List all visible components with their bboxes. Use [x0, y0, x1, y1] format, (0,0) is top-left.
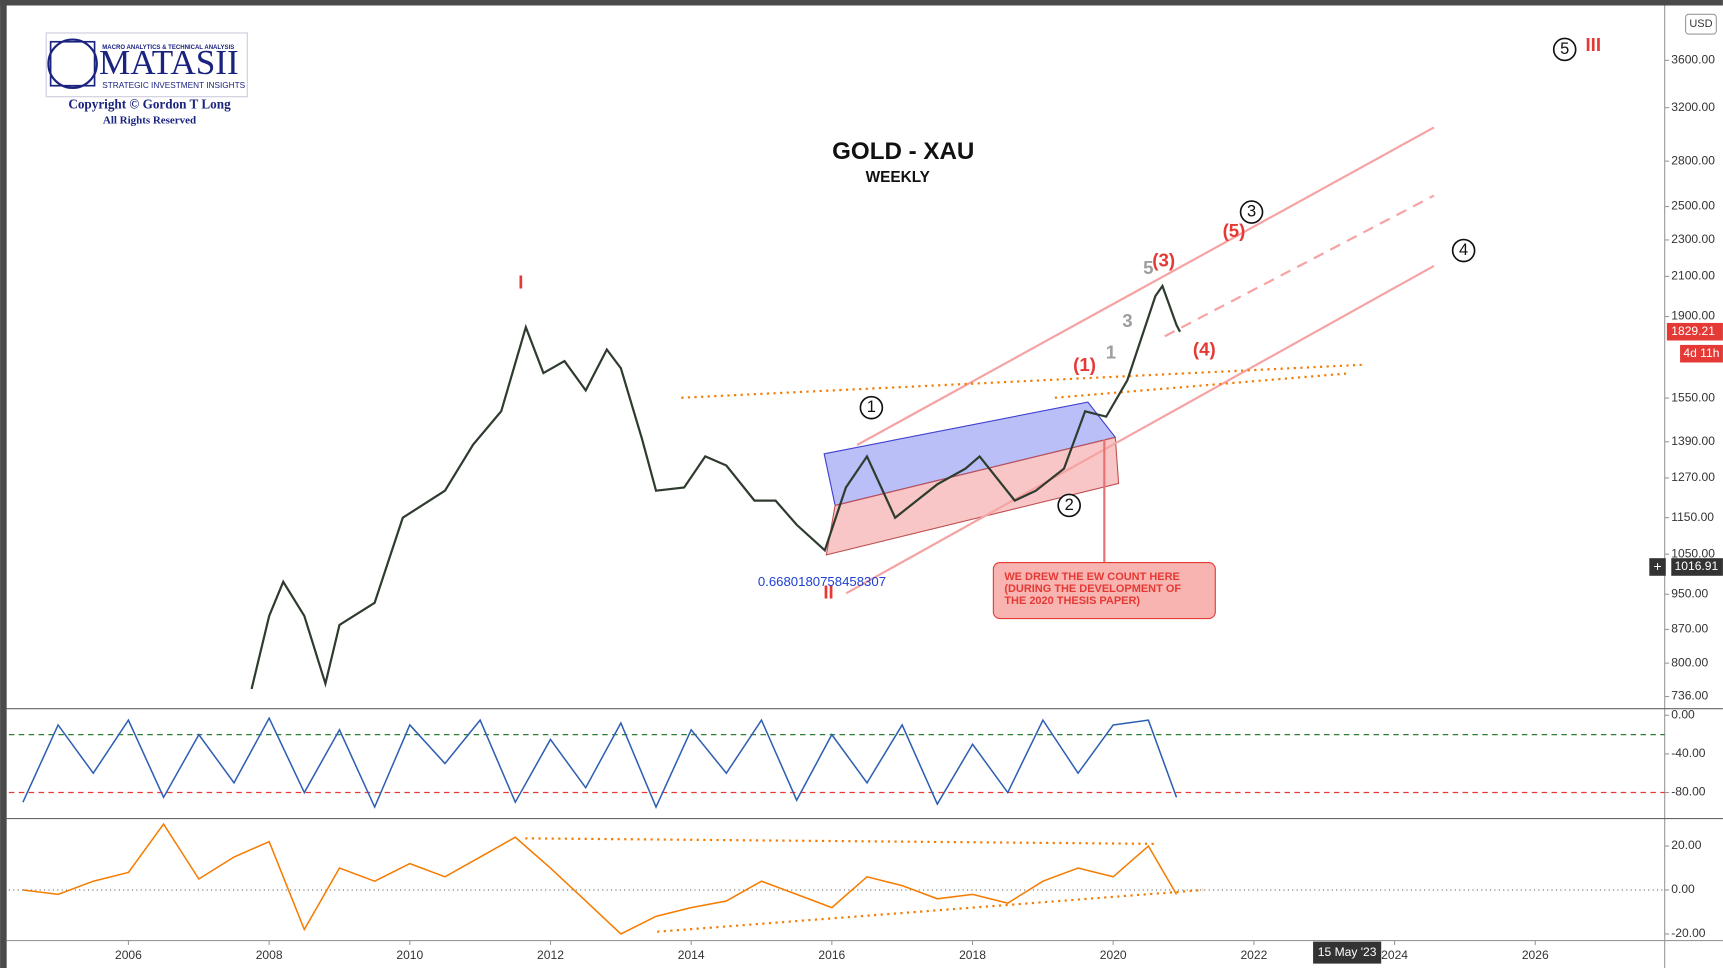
crosshair-plus: [1649, 558, 1666, 576]
trend-channel: [856, 126, 1435, 446]
y-tick-label: 3600.00: [1671, 53, 1715, 67]
x-tick-label: 2022: [1240, 948, 1267, 962]
y-tick-label: 0.00: [1671, 707, 1695, 721]
wave-label: 5: [1560, 40, 1569, 58]
logo-frame: [45, 32, 248, 98]
logo-name: MATASII: [99, 43, 239, 82]
y-tick-label: 736.00: [1671, 689, 1708, 703]
top-frame: [0, 0, 1723, 6]
trend-line: [657, 888, 1204, 933]
wave-label: 3: [1247, 202, 1256, 220]
countdown-label: 4d 11h: [1683, 346, 1719, 360]
wave-circle: [1057, 493, 1081, 518]
price-line: [250, 283, 1182, 690]
price-line: [22, 716, 1178, 809]
y-tick-label: 3200.00: [1671, 100, 1715, 114]
callout-box: [992, 562, 1216, 620]
x-tick-label: 2018: [959, 948, 986, 962]
y-tick-label: 870.00: [1671, 622, 1708, 636]
x-tick-label: 2016: [818, 948, 845, 962]
wave-circle: [859, 395, 884, 420]
logo-tagline: MACRO ANALYTICS & TECHNICAL ANALYSIS: [102, 45, 234, 51]
left-frame: [0, 0, 7, 968]
drawings: [525, 126, 1435, 933]
logo-emblem: [47, 38, 98, 89]
callout-text: (DURING THE DEVELOPMENT OF: [1004, 583, 1181, 595]
y-tick-label: 2800.00: [1671, 153, 1715, 167]
wave-circle: [1239, 200, 1264, 224]
y-tick-label: 0.00: [1671, 882, 1695, 896]
logo-emblem: [49, 40, 96, 87]
x-tick-label: 2008: [256, 948, 283, 962]
wave-label: 0.6680180758458307: [758, 574, 886, 589]
y-tick-label: 950.00: [1671, 586, 1708, 600]
crosshair-label: 1016.91: [1675, 559, 1719, 573]
crosshair-date-tag: [1313, 941, 1382, 964]
trend-line: [1054, 372, 1347, 399]
x-tick-label: 2010: [396, 948, 423, 962]
x-tick-label: 2020: [1100, 948, 1127, 962]
wave-label: 2: [1065, 496, 1074, 514]
y-tick-label: 1150.00: [1671, 510, 1714, 524]
y-tick-label: 2500.00: [1671, 199, 1715, 213]
y-tick-label: 1270.00: [1671, 470, 1715, 484]
wave-label: 3: [1122, 310, 1132, 331]
copyright: Copyright © Gordon T Long: [68, 97, 231, 112]
y-tick-label: 1550.00: [1671, 390, 1715, 404]
wave-label: 4: [1459, 241, 1468, 259]
price-line: [22, 822, 1178, 935]
crosshair-plus-sign: +: [1653, 559, 1661, 575]
x-tick-label: 2024: [1381, 948, 1408, 962]
y-tick-label: 1050.00: [1671, 546, 1715, 560]
countdown-tag: [1680, 344, 1723, 363]
x-tick-label: 2014: [678, 948, 705, 962]
y-tick-label: 1390.00: [1671, 434, 1715, 448]
y-tick-label: 20.00: [1671, 838, 1702, 852]
callout-text: THE 2020 THESIS PAPER): [1004, 595, 1140, 607]
wave-circle: [1451, 238, 1476, 263]
x-tick-label: 2006: [115, 948, 142, 962]
wave-label: II: [823, 581, 833, 602]
trend-channel: [1164, 194, 1435, 338]
y-tick-label: -20.00: [1671, 926, 1706, 940]
crosshair-tag: [1671, 558, 1723, 576]
callout-text: WE DREW THE EW COUNT HERE: [1004, 571, 1180, 583]
y-tick-label: 2300.00: [1671, 232, 1715, 246]
wave-label: (5): [1223, 220, 1246, 241]
chart-subtitle: WEEKLY: [866, 169, 930, 186]
currency-box: [1685, 13, 1717, 35]
chart-title: GOLD - XAU: [832, 138, 974, 165]
x-tick-label: 2026: [1522, 948, 1549, 962]
last-price-label: 1829.21: [1671, 324, 1715, 338]
wave-label: 1: [1106, 342, 1116, 363]
logo-tagline: STRATEGIC INVESTMENT INSIGHTS: [102, 81, 245, 90]
crosshair-date: 15 May '23: [1318, 945, 1377, 959]
y-tick-label: -40.00: [1671, 746, 1706, 760]
wave-label: 5: [1143, 257, 1153, 278]
x-tick-label: 2012: [537, 948, 564, 962]
rights: All Rights Reserved: [103, 114, 196, 126]
logo: MACRO ANALYTICS & TECHNICAL ANALYSIS MAT…: [45, 32, 248, 126]
wave-label: III: [1585, 34, 1601, 55]
wave-label: 1: [867, 398, 876, 416]
y-tick-label: 800.00: [1671, 655, 1708, 669]
wave-label: (3): [1152, 249, 1175, 270]
currency: USD: [1689, 18, 1712, 30]
trend-channel: [845, 264, 1435, 595]
wave-label: (4): [1193, 338, 1216, 359]
y-tick-label: 2100.00: [1671, 269, 1715, 283]
last-price-tag: [1666, 322, 1723, 341]
y-tick-label: 1900.00: [1671, 309, 1715, 323]
wave-label: I: [518, 271, 523, 292]
wave-circle: [1552, 37, 1577, 62]
y-tick-label: -80.00: [1671, 785, 1706, 799]
trend-line: [681, 363, 1363, 399]
wave-label: (1): [1073, 354, 1096, 375]
